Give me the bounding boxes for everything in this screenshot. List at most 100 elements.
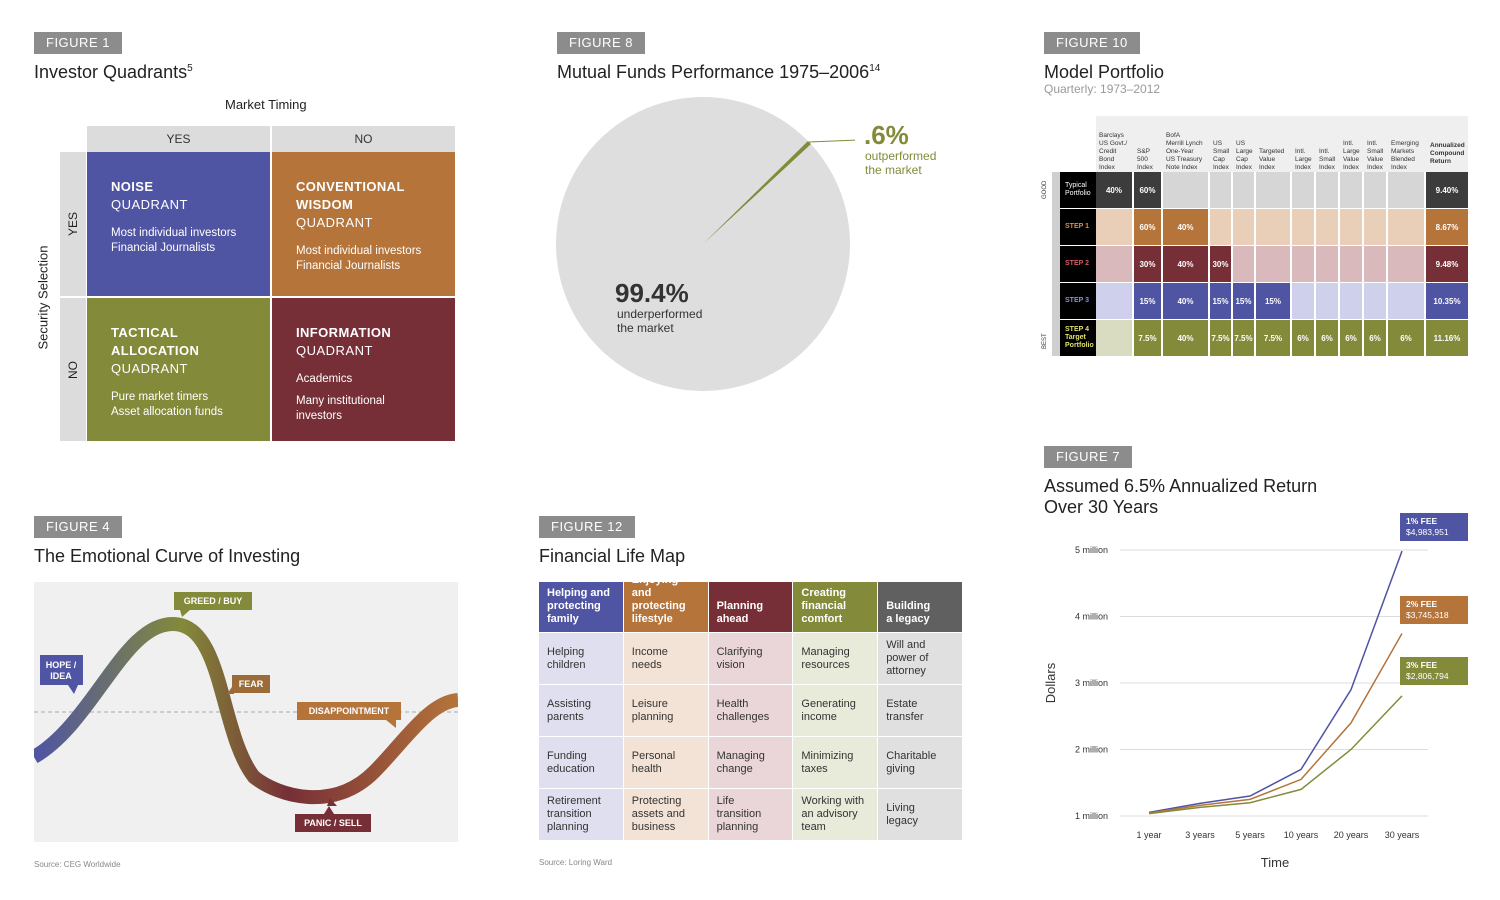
allocation-cell: 7.5% (1256, 320, 1290, 356)
figure12-source: Source: Loring Ward (539, 858, 613, 867)
row-label-line: Target (1065, 334, 1086, 341)
life-map-cell-line: Managing (716, 749, 765, 762)
life-map-cell: Charitable giving (878, 737, 962, 788)
allocation-cell: 40% (1163, 283, 1208, 319)
greed-label-box (174, 592, 252, 610)
allocation-cell (1364, 283, 1386, 319)
life-map-cell-line: challenges (716, 710, 770, 723)
y-tick-label: 3 million (1075, 678, 1108, 688)
column-header-line: S&P (1137, 148, 1151, 155)
life-map-cell-line: change (716, 762, 753, 775)
life-map-cell-line: an advisory (801, 808, 858, 820)
tactical-title1: TACTICAL (111, 325, 179, 340)
column-header-line: Index (1137, 164, 1153, 171)
allocation-cell (1388, 283, 1424, 319)
panic-label-pointer2 (324, 806, 334, 814)
figure8-tag: FIGURE 8 (557, 32, 645, 54)
life-map-cell-line: planning (631, 710, 674, 723)
life-map-header-text: Creating financial comfort (801, 587, 846, 626)
allocation-cell (1340, 246, 1362, 282)
allocation-cell (1364, 246, 1386, 282)
figure4-title: The Emotional Curve of Investing (34, 546, 301, 566)
allocation-cell: 6% (1340, 320, 1362, 356)
allocation-cell (1292, 246, 1314, 282)
column-header-line: Targeted (1259, 148, 1285, 155)
figure10-title: Model Portfolio (1044, 62, 1165, 82)
disappointment-label-box (297, 702, 401, 720)
life-map-cell-line: vision (716, 658, 745, 671)
column-header-line: Index (1367, 164, 1383, 171)
market-timing-label: Market Timing (225, 97, 307, 112)
conventional-desc2: Financial Journalists (296, 260, 401, 272)
column-header-line: BofA (1166, 132, 1181, 139)
greed-label-pointer (180, 610, 190, 617)
column-header-line: Value (1367, 156, 1384, 163)
conventional-title2: WISDOM (296, 197, 354, 212)
life-map-header-line: lifestyle (631, 613, 673, 625)
return-header-line: Compound (1430, 150, 1465, 157)
life-map-cell: Working with an advisory team (793, 789, 878, 840)
conventional-quadrant: CONVENTIONAL WISDOM QUADRANT Most indivi… (272, 152, 455, 296)
noise-desc2: Financial Journalists (111, 242, 216, 254)
row-label: STEP 4 Target Portfolio (1060, 320, 1096, 356)
life-map-cell: Managing change (708, 737, 793, 788)
life-map-cell-text: Retirement transition planning (547, 795, 601, 834)
row-header-no-text: NO (66, 360, 80, 379)
allocation-cell (1233, 209, 1254, 245)
life-map-cell-line: Working with (801, 795, 865, 807)
life-map-cell-line: Minimizing (801, 749, 854, 762)
life-map-column-header: Planning ahead (708, 582, 793, 632)
series-line (1148, 633, 1403, 814)
allocation-cell: 7.5% (1210, 320, 1231, 356)
column-header-line: US Govt./ (1099, 140, 1128, 147)
series-label-box (1400, 657, 1468, 685)
column-header-line: Intl. (1319, 148, 1330, 155)
return-cell: 9.48% (1426, 246, 1468, 282)
column-header-line: Cap (1236, 156, 1248, 163)
hope-label-box (40, 655, 83, 685)
life-map-header-line: Planning (716, 600, 764, 612)
allocation-cell (1096, 209, 1132, 245)
life-map-header-line: Helping and (547, 587, 610, 599)
life-map-header-text: Enjoying and protecting lifestyle (632, 574, 700, 626)
series-label-name: 2% FEE (1406, 599, 1438, 609)
life-map-cell-text: Protecting assets and business (632, 795, 685, 834)
figure7-title-line1: Assumed 6.5% Annualized Return (1044, 476, 1318, 496)
column-header-line: Index (1295, 164, 1311, 171)
life-map-cell: Will and power of attorney (878, 633, 962, 684)
column-header: Barclays US Govt./Credit Bond Index (1099, 122, 1136, 172)
series-label-value: $3,745,318 (1406, 610, 1449, 620)
life-map-cell: Clarifying vision (708, 633, 793, 684)
life-map-cell-line: education (547, 762, 595, 775)
table-header-bg (1096, 116, 1426, 172)
allocation-cell: 15% (1256, 283, 1290, 319)
life-map-cell-line: Income (631, 645, 668, 658)
return-cell: 9.40% (1426, 172, 1468, 208)
column-header-line: Large (1236, 148, 1253, 155)
column-header-line: Index (1236, 164, 1252, 171)
fear-label-box (232, 675, 270, 693)
figure4-source: Source: CEG Worldwide (34, 860, 121, 869)
column-header-line: Value (1343, 156, 1360, 163)
life-map-cell-line: needs (631, 658, 662, 671)
life-map-cell-line: Retirement (547, 795, 601, 807)
figure12-title: Financial Life Map (539, 546, 686, 566)
column-header: Targeted Value Index (1259, 122, 1294, 172)
column-header-line: Small (1367, 148, 1384, 155)
information-quadrant: INFORMATION QUADRANT Academics Many inst… (272, 298, 455, 441)
allocation-cell (1340, 283, 1362, 319)
figure4-tag: FIGURE 4 (34, 516, 122, 538)
y-tick-label: 1 million (1075, 811, 1108, 821)
figure1-tag: FIGURE 1 (34, 32, 122, 54)
column-header-line: Index (1259, 164, 1275, 171)
column-header-line: Large (1295, 156, 1312, 163)
life-map-cell-line: Will and (886, 639, 926, 651)
allocation-cell (1233, 172, 1254, 208)
hope-label: HOPE / IDEA (40, 655, 83, 694)
pie-outperformed (703, 141, 811, 244)
out-label1: outperformed (865, 149, 937, 163)
column-header-line: Index (1213, 164, 1229, 171)
disappointment-label: DISAPPOINTMENT (297, 702, 401, 728)
column-header: Intl. Large Value Index (1343, 122, 1366, 172)
life-map-cell-line: Funding (547, 749, 587, 762)
